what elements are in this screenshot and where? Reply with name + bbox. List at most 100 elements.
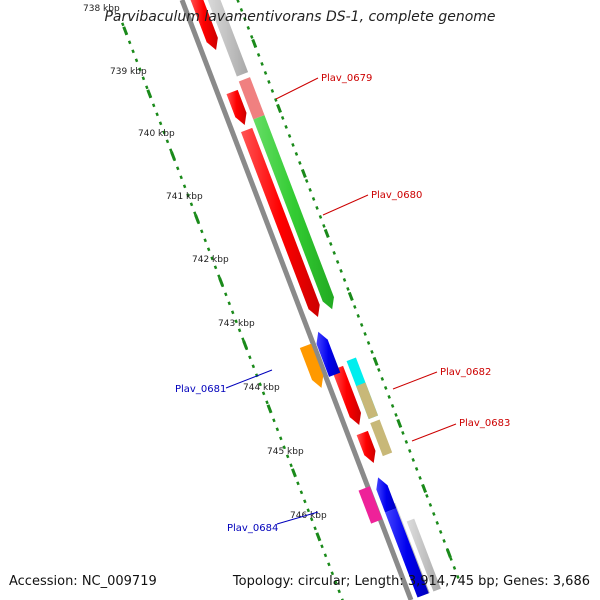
red-feature[interactable] [189,0,218,51]
track-dot [334,580,338,585]
track-dot [298,161,302,165]
track-dot [380,377,385,381]
track-dot [258,382,262,387]
track-dot [304,179,309,183]
track-dot [359,323,364,327]
grey-feature[interactable] [204,0,249,77]
plav-0679-feature[interactable] [226,89,247,126]
track-dot [428,503,433,507]
track-dot [456,575,460,579]
track-dot [330,571,335,576]
plav-0682-feature[interactable] [331,365,361,426]
track-dot [169,148,173,153]
track-dot [289,463,293,468]
plav-0684-feature[interactable] [358,486,383,524]
leader-line-plav-0683 [411,423,457,442]
track-dot [237,328,242,333]
track-dot [366,341,371,345]
track-dot [141,76,146,81]
green-feature[interactable] [253,115,334,310]
track-dot [280,116,285,120]
track-dot [131,49,135,54]
track-dot [158,121,163,126]
leader-line-plav-0682 [392,371,438,390]
plav-0681-feature[interactable] [299,343,324,388]
tan-feature[interactable] [356,382,379,420]
track-dot [390,404,395,408]
tick-label: 744 kbp [243,383,280,393]
accession-text: Accession: NC_009719 [9,574,157,589]
track-dot [335,260,340,264]
plav-0683-feature[interactable] [356,430,376,464]
track-dot [121,22,125,27]
leader-line-plav-0680 [322,194,369,216]
track-dot [337,589,341,594]
track-dot [377,368,381,372]
tick-label: 746 kbp [290,511,327,521]
track-dot [323,553,328,558]
track-dot [435,521,439,525]
track-dot [339,269,343,273]
tick-track [121,0,460,600]
major-tick [315,532,322,542]
major-tick [300,168,307,178]
blue-feature[interactable] [385,508,429,598]
track-dot [145,85,149,90]
tick-labels: 738 kbp 739 kbp 740 kbp 741 kbp 742 kbp … [83,4,327,521]
track-dot [404,440,409,444]
track-dot [267,80,271,84]
track-dot [394,413,398,417]
track-dot [315,206,319,210]
track-dot [296,481,300,486]
track-dot [179,175,183,180]
major-tick [266,404,273,414]
grey-feature[interactable] [406,518,441,592]
track-dot [151,103,156,108]
gene-labels: Plav_0679 Plav_0680 Plav_0681 Plav_0682 … [175,73,510,534]
track-dot [442,539,446,543]
track-dot [265,400,269,405]
tick-label: 740 kbp [138,129,175,139]
track-dot [250,35,254,39]
track-dot [134,58,139,63]
gene-label-plav-0683[interactable]: Plav_0683 [459,418,510,429]
plav-0680-feature[interactable] [240,127,320,318]
major-tick [396,418,403,428]
blue-feature[interactable] [316,331,341,377]
major-tick [323,228,330,238]
tan-feature[interactable] [370,419,393,457]
gene-label-plav-0680[interactable]: Plav_0680 [371,190,422,201]
track-dot [309,517,314,522]
genome-title: Parvibaculum lavamentivorans DS-1, compl… [104,9,496,25]
track-dot [206,247,211,252]
track-dot [411,458,415,462]
track-dot [418,476,422,480]
gene-label-plav-0681[interactable]: Plav_0681 [175,384,226,395]
track-dot [318,215,323,219]
track-dot [203,238,207,243]
track-dot [363,332,367,336]
track-dot [248,355,252,360]
track-dot [356,314,360,318]
track-dot [272,418,276,423]
gene-features [189,0,441,598]
blue-feature[interactable] [376,477,397,513]
track-dot [224,292,228,297]
gene-label-plav-0679[interactable]: Plav_0679 [321,73,372,84]
leader-line-plav-0679 [275,77,319,100]
track-dot [284,125,288,129]
gene-label-plav-0684[interactable]: Plav_0684 [227,523,278,534]
track-dot [299,490,304,495]
track-dot [213,265,218,270]
major-tick [347,291,354,301]
track-dot [332,251,336,255]
major-tick [291,468,297,478]
track-dot [303,499,307,504]
track-dot [127,40,132,45]
track-dot [200,229,204,234]
pink-feature[interactable] [238,77,265,120]
track-dot [251,364,256,369]
track-dot [263,71,268,75]
gene-label-plav-0682[interactable]: Plav_0682 [440,367,491,378]
genome-summary-text: Topology: circular; Length: 3,914,745 bp… [232,574,590,589]
